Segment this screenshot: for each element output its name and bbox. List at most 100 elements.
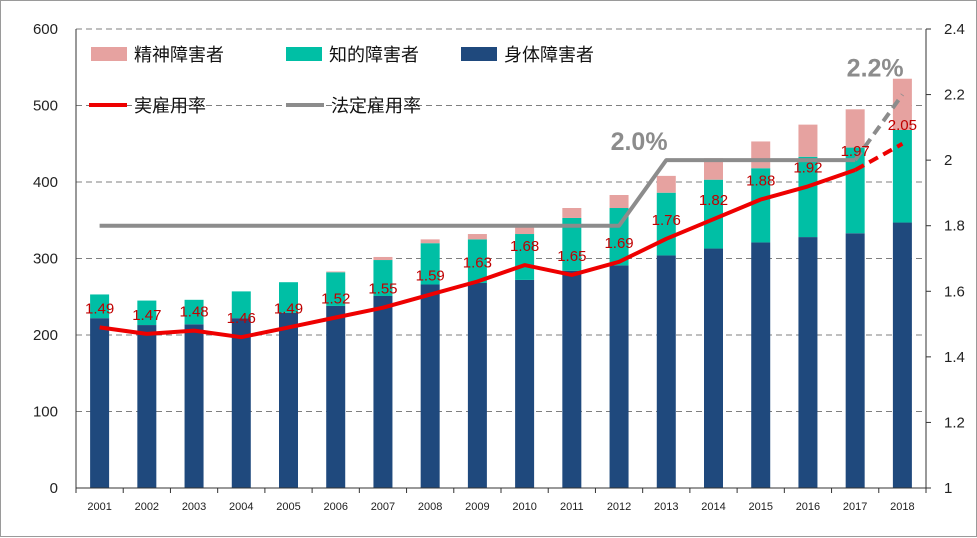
- bar-segment: [326, 271, 346, 273]
- data-label: 1.63: [463, 254, 492, 271]
- data-label: 1.49: [274, 300, 303, 317]
- bar-segment: [892, 78, 912, 130]
- bar-segment: [420, 284, 440, 488]
- x-tick-label: 2007: [371, 501, 395, 513]
- bar-segment: [279, 312, 298, 488]
- data-label: 1.76: [652, 212, 681, 229]
- legend-label: 身体障害者: [504, 45, 594, 66]
- bar-segment: [279, 282, 298, 313]
- x-tick-label: 2010: [512, 501, 536, 513]
- bar-segment: [656, 175, 676, 193]
- data-label: 1.59: [416, 268, 445, 285]
- bar-segment: [373, 295, 393, 488]
- bar-segment: [467, 282, 487, 488]
- y2-tick-label: 1.4: [944, 349, 965, 366]
- data-label: 1.52: [321, 291, 350, 308]
- data-labels: 1.49 1.47 1.48 1.46 1.49 1.52 1.55 1.59 1.63 1.68…: [85, 117, 917, 327]
- bar-segment: [609, 265, 629, 488]
- bar-segment: [90, 318, 110, 488]
- legend-label: 知的障害者: [329, 45, 419, 66]
- data-label: 2.05: [888, 117, 917, 134]
- data-label: 1.48: [179, 304, 208, 321]
- y2-tick-label: 1.8: [944, 218, 965, 235]
- bar-segment: [231, 291, 251, 319]
- bar-segment: [515, 226, 535, 235]
- bar-segment: [326, 305, 346, 488]
- bar-segment: [892, 129, 912, 223]
- line-series-solid: [99, 158, 856, 228]
- bar-series: [90, 78, 912, 489]
- bar-segment: [184, 299, 204, 325]
- legend-swatch: [461, 47, 497, 61]
- bar-segment: [798, 124, 818, 157]
- line-series: [99, 93, 905, 340]
- bar-segment: [798, 156, 818, 238]
- bar-segment: [420, 239, 440, 244]
- y-tick-label: 400: [33, 174, 58, 191]
- line-series-dashed: [854, 142, 904, 172]
- y2-tick-label: 2: [944, 152, 952, 169]
- annotations: 2.0% 2.2%: [611, 55, 904, 157]
- x-tick-label: 2002: [135, 501, 159, 513]
- x-tick-label: 2018: [890, 501, 914, 513]
- x-tick-label: 2013: [654, 501, 678, 513]
- bar-segment: [231, 318, 251, 488]
- bar-segment: [515, 279, 535, 488]
- x-tick-label: 2017: [843, 501, 867, 513]
- line-series-dashed: [853, 93, 905, 162]
- axes: 010020030040050060011.21.41.61.822.22.42…: [33, 21, 965, 513]
- bar-segment: [326, 272, 346, 306]
- bar-segment: [137, 300, 157, 326]
- x-tick-label: 2014: [701, 501, 725, 513]
- y-tick-label: 0: [50, 480, 58, 497]
- x-tick-label: 2005: [276, 501, 300, 513]
- y-tick-label: 500: [33, 98, 58, 115]
- bar-segment: [562, 208, 582, 218]
- bar-segment: [467, 234, 487, 240]
- x-tick-label: 2015: [748, 501, 772, 513]
- data-label: 1.55: [368, 281, 397, 298]
- line-series-solid: [99, 168, 856, 340]
- bar-segment: [420, 243, 440, 285]
- data-label: 1.47: [132, 307, 161, 324]
- bar-segment: [184, 324, 204, 488]
- bar-segment: [137, 325, 157, 488]
- legend-swatch: [286, 47, 322, 61]
- bar-segment: [373, 260, 393, 296]
- data-label: 1.46: [227, 310, 256, 327]
- data-label: 1.68: [510, 238, 539, 255]
- y2-tick-label: 2.4: [944, 21, 965, 38]
- bar-segment: [892, 222, 912, 489]
- legend-swatch: [91, 47, 127, 61]
- x-tick-label: 2003: [182, 501, 206, 513]
- bar-segment: [751, 141, 771, 169]
- bar-segment: [90, 294, 110, 319]
- data-label: 1.82: [699, 192, 728, 209]
- y-tick-label: 100: [33, 404, 58, 421]
- bar-segment: [751, 168, 771, 243]
- annotation-label: 2.2%: [847, 55, 904, 83]
- legend-label: 実雇用率: [134, 96, 206, 117]
- data-label: 1.88: [746, 172, 775, 189]
- bar-segment: [656, 255, 676, 488]
- bar-segment: [373, 256, 393, 261]
- data-label: 1.49: [85, 300, 114, 317]
- bar-segment: [562, 217, 582, 271]
- data-label: 1.97: [841, 143, 870, 160]
- data-label: 1.69: [604, 235, 633, 252]
- data-label: 1.65: [557, 248, 586, 265]
- x-tick-label: 2016: [796, 501, 820, 513]
- y-tick-label: 300: [33, 251, 58, 268]
- bar-segment: [845, 109, 865, 148]
- bar-segment: [562, 270, 582, 488]
- x-tick-label: 2004: [229, 501, 253, 513]
- y2-tick-label: 2.2: [944, 87, 965, 104]
- bar-segment: [798, 237, 818, 488]
- x-tick-label: 2011: [560, 501, 584, 513]
- x-tick-label: 2008: [418, 501, 442, 513]
- x-tick-label: 2009: [465, 501, 489, 513]
- y2-tick-label: 1.6: [944, 283, 965, 300]
